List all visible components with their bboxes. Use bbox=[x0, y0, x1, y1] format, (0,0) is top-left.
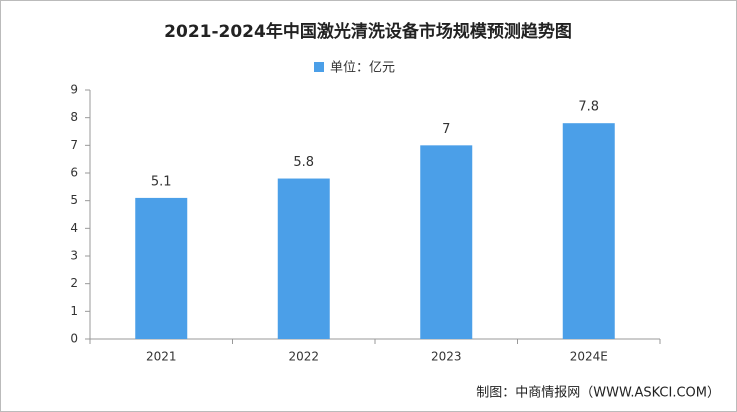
y-tick-label: 5 bbox=[70, 193, 78, 207]
x-tick-label: 2021 bbox=[146, 350, 177, 364]
value-label: 7.8 bbox=[578, 100, 599, 115]
legend-swatch bbox=[314, 62, 324, 72]
bar bbox=[420, 145, 473, 339]
value-label: 5.1 bbox=[151, 174, 172, 189]
source-note: 制图：中商情报网（WWW.ASKCI.COM） bbox=[476, 386, 720, 401]
x-tick-label: 2024E bbox=[570, 350, 608, 364]
y-tick-label: 8 bbox=[70, 110, 78, 124]
bar bbox=[277, 178, 330, 339]
y-tick-label: 9 bbox=[70, 83, 78, 97]
value-label: 5.8 bbox=[293, 155, 314, 170]
x-tick-label: 2022 bbox=[288, 350, 319, 364]
chart-title: 2021-2024年中国激光清洗设备市场规模预测趋势图 bbox=[164, 21, 572, 42]
bar bbox=[135, 197, 188, 339]
bar bbox=[562, 123, 615, 339]
y-tick-label: 7 bbox=[70, 138, 78, 152]
y-tick-label: 6 bbox=[70, 166, 78, 180]
y-tick-label: 2 bbox=[70, 276, 78, 290]
legend-label: 单位：亿元 bbox=[330, 61, 395, 76]
value-label: 7 bbox=[442, 122, 450, 137]
y-tick-label: 3 bbox=[70, 249, 78, 263]
y-tick-label: 1 bbox=[70, 304, 78, 318]
y-tick-label: 4 bbox=[70, 221, 78, 235]
x-tick-label: 2023 bbox=[431, 350, 462, 364]
y-tick-label: 0 bbox=[70, 332, 78, 346]
